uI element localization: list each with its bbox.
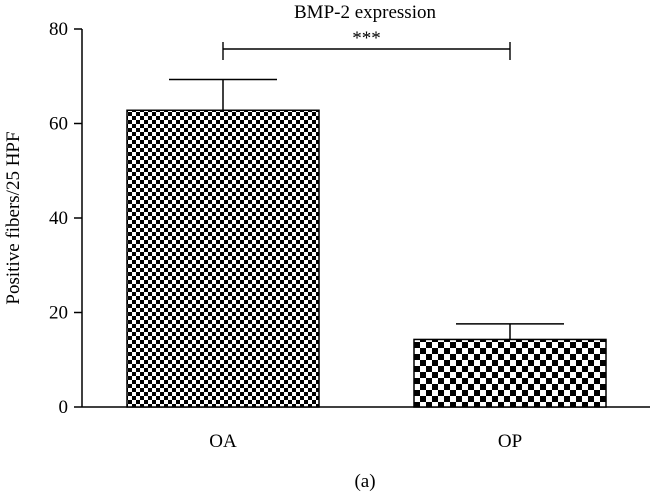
bars	[126, 78, 607, 408]
y-tick-label: 40	[49, 208, 68, 229]
bar-oa	[126, 109, 320, 408]
chart-title: BMP-2 expression	[294, 2, 436, 23]
x-axis-tick-labels: OA OP	[209, 431, 522, 452]
y-tick-label: 80	[49, 19, 68, 40]
bar-op	[413, 338, 607, 408]
y-axis-ticks: 0 20 40 60 80	[49, 19, 82, 418]
x-tick-label: OA	[209, 431, 237, 452]
panel-label: (a)	[354, 471, 375, 492]
y-tick-label: 20	[49, 303, 68, 324]
significance-stars: ***	[352, 28, 381, 49]
x-tick-label: OP	[498, 431, 522, 452]
y-tick-label: 60	[49, 114, 68, 135]
significance-bracket: ***	[222, 28, 511, 60]
y-axis-label: Positive fibers/25 HPF	[3, 131, 24, 304]
y-tick-label: 0	[59, 397, 69, 418]
